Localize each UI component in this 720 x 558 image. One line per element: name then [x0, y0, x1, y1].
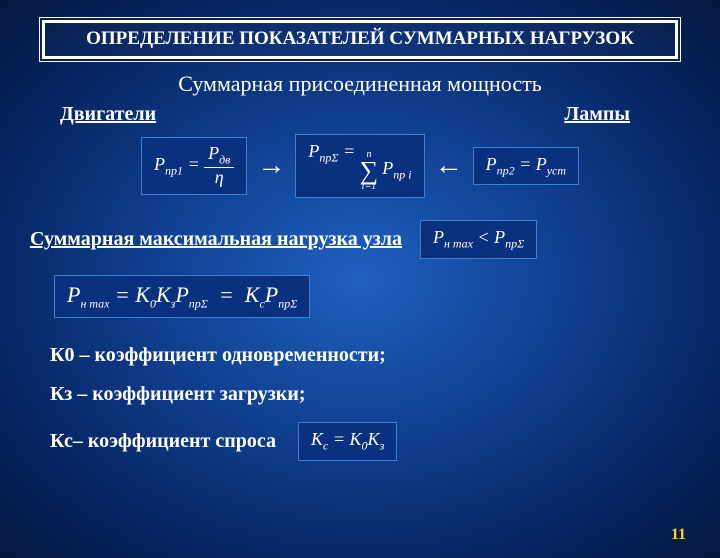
labels-row: Двигатели Лампы: [0, 97, 720, 126]
formula-1: Pпр1 = Pдвη: [141, 137, 247, 195]
page-number: 11: [671, 526, 686, 544]
definitions: К0 – коэффициент одновременности; Кз – к…: [0, 344, 720, 461]
def-3: Кс– коэффициент спроса: [50, 430, 276, 453]
formula-4: Pн max < PпрΣ: [420, 220, 537, 259]
formula-5: Pн max = K0KзPпрΣ = KсPпрΣ: [54, 275, 310, 318]
formula-row-1: Pпр1 = Pдвη → PпрΣ = n∑i=1 Pпр i ← Pпр2 …: [0, 134, 720, 198]
def-3-row: Кс– коэффициент спроса Kс = K0Kз: [50, 422, 670, 461]
label-motors: Двигатели: [60, 103, 156, 126]
page-title: ОПРЕДЕЛЕНИЕ ПОКАЗАТЕЛЕЙ СУММАРНЫХ НАГРУЗ…: [54, 28, 666, 51]
formula-3: Pпр2 = Pуст: [473, 147, 579, 186]
def-2: Кз – коэффициент загрузки;: [50, 383, 670, 406]
section-2-title: Суммарная максимальная нагрузка узла: [30, 228, 402, 251]
title-box: ОПРЕДЕЛЕНИЕ ПОКАЗАТЕЛЕЙ СУММАРНЫХ НАГРУЗ…: [40, 18, 680, 61]
def-1: К0 – коэффициент одновременности;: [50, 344, 670, 367]
subtitle: Суммарная присоединенная мощность: [0, 71, 720, 97]
label-lamps: Лампы: [564, 103, 630, 126]
formula-2: PпрΣ = n∑i=1 Pпр i: [295, 134, 424, 198]
formula-6: Kс = K0Kз: [298, 422, 397, 461]
arrow-right-icon: →: [257, 150, 285, 182]
section-2: Суммарная максимальная нагрузка узла Pн …: [0, 220, 720, 259]
arrow-left-icon: ←: [435, 150, 463, 182]
